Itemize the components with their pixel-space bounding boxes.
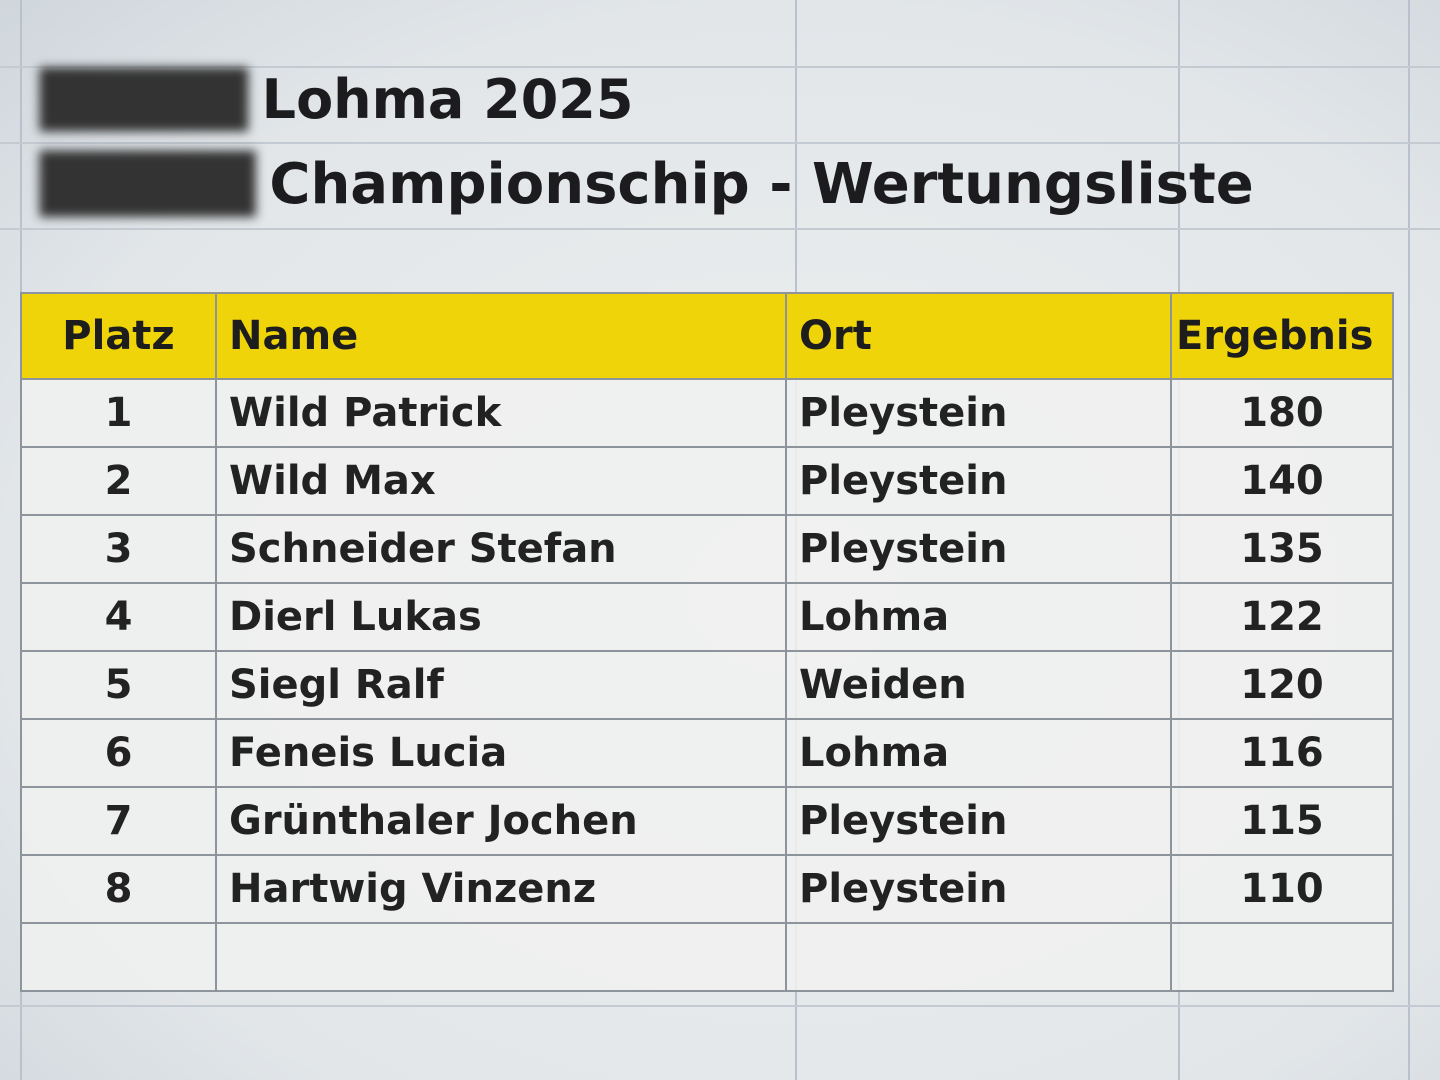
cell-ort[interactable]: Lohma [785, 718, 1172, 788]
cell-platz[interactable]: 2 [20, 446, 217, 516]
cell-ergebnis[interactable]: 110 [1170, 854, 1394, 924]
table-row: 7 Grünthaler Jochen Pleystein 115 [20, 786, 1394, 856]
cell-name[interactable]: Schneider Stefan [215, 514, 787, 584]
cell-name[interactable]: Siegl Ralf [215, 650, 787, 720]
cell-ort[interactable]: Pleystein [785, 446, 1172, 516]
header-name[interactable]: Name [215, 292, 787, 380]
cell-ergebnis[interactable]: 122 [1170, 582, 1394, 652]
title-line-2: █████ Championschip - Wertungsliste [40, 152, 1254, 217]
empty-cell[interactable] [20, 922, 217, 992]
cell-ort[interactable]: Pleystein [785, 854, 1172, 924]
header-ort[interactable]: Ort [785, 292, 1172, 380]
header-row: Platz Name Ort Ergebnis [20, 292, 1394, 380]
gridline [0, 1005, 1440, 1007]
table-row: 6 Feneis Lucia Lohma 116 [20, 718, 1394, 788]
cell-platz[interactable]: 3 [20, 514, 217, 584]
cell-name[interactable]: Hartwig Vinzenz [215, 854, 787, 924]
table-row: 8 Hartwig Vinzenz Pleystein 110 [20, 854, 1394, 924]
cell-ort[interactable]: Lohma [785, 582, 1172, 652]
cell-ergebnis[interactable]: 180 [1170, 378, 1394, 448]
cell-platz[interactable]: 7 [20, 786, 217, 856]
cell-platz[interactable]: 4 [20, 582, 217, 652]
blurred-text: █████ [40, 68, 248, 131]
cell-platz[interactable]: 5 [20, 650, 217, 720]
header-platz[interactable]: Platz [20, 292, 217, 380]
title-line-1: █████ Lohma 2025 [40, 68, 633, 131]
cell-name[interactable]: Wild Patrick [215, 378, 787, 448]
cell-ort[interactable]: Pleystein [785, 378, 1172, 448]
cell-ergebnis[interactable]: 140 [1170, 446, 1394, 516]
cell-ergebnis[interactable]: 135 [1170, 514, 1394, 584]
empty-cell[interactable] [215, 922, 787, 992]
header-ergebnis[interactable]: Ergebnis [1170, 292, 1394, 380]
cell-name[interactable]: Wild Max [215, 446, 787, 516]
blurred-text: █████ [40, 152, 256, 217]
gridline [0, 142, 1440, 144]
ranking-table: Platz Name Ort Ergebnis 1 Wild Patrick Ple… [20, 292, 1394, 992]
empty-cell[interactable] [785, 922, 1172, 992]
cell-ergebnis[interactable]: 115 [1170, 786, 1394, 856]
title-text: Championschip - Wertungsliste [269, 152, 1254, 217]
empty-row [20, 922, 1394, 992]
cell-ergebnis[interactable]: 116 [1170, 718, 1394, 788]
gridline [0, 66, 1440, 68]
table-row: 4 Dierl Lukas Lohma 122 [20, 582, 1394, 652]
table-row: 2 Wild Max Pleystein 140 [20, 446, 1394, 516]
gridline [1408, 0, 1410, 1080]
cell-ort[interactable]: Pleystein [785, 514, 1172, 584]
cell-name[interactable]: Feneis Lucia [215, 718, 787, 788]
title-text: Lohma 2025 [261, 68, 634, 131]
table-row: 1 Wild Patrick Pleystein 180 [20, 378, 1394, 448]
table-row: 5 Siegl Ralf Weiden 120 [20, 650, 1394, 720]
cell-name[interactable]: Grünthaler Jochen [215, 786, 787, 856]
table-row: 3 Schneider Stefan Pleystein 135 [20, 514, 1394, 584]
cell-platz[interactable]: 6 [20, 718, 217, 788]
empty-cell[interactable] [1170, 922, 1394, 992]
gridline [0, 228, 1440, 230]
cell-name[interactable]: Dierl Lukas [215, 582, 787, 652]
cell-ort[interactable]: Weiden [785, 650, 1172, 720]
cell-platz[interactable]: 1 [20, 378, 217, 448]
cell-ort[interactable]: Pleystein [785, 786, 1172, 856]
cell-platz[interactable]: 8 [20, 854, 217, 924]
cell-ergebnis[interactable]: 120 [1170, 650, 1394, 720]
